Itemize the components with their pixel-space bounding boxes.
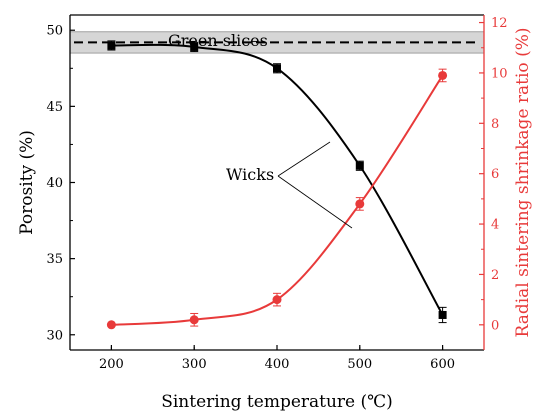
series-layer (106, 40, 448, 330)
series-0-point (438, 310, 447, 319)
y-left-tick-label: 40 (46, 176, 63, 191)
y-right-tick-label: 12 (491, 16, 508, 31)
series-0-line (111, 43, 444, 316)
y-left-tick-label: 50 (46, 24, 63, 39)
y-right-tick-label: 2 (491, 268, 499, 283)
series-1-point (355, 199, 365, 209)
reference-band-layer (69, 31, 485, 54)
y-left-tick-label: 35 (46, 252, 63, 267)
x-tick-label: 200 (99, 357, 124, 372)
series-0-point (273, 64, 281, 73)
y-right-tick-label: 6 (491, 167, 499, 182)
y-right-tick-label: 10 (491, 66, 508, 81)
y-right-tick-label: 8 (491, 117, 499, 132)
wicks-annotation: Wicks (226, 165, 274, 184)
x-axis-title: Sintering temperature (℃) (161, 392, 393, 412)
reference-label: Green slices (168, 31, 268, 50)
series-1-line (111, 74, 444, 326)
series-0-point (190, 42, 199, 51)
x-tick-label: 300 (182, 357, 207, 372)
wicks-pointer-red (277, 175, 353, 229)
y-right-tick-label: 0 (491, 318, 499, 333)
wicks-pointer-black (277, 141, 331, 177)
series-1-point (189, 315, 199, 325)
series-0-point (355, 161, 364, 170)
series-0-point (107, 41, 116, 50)
series-1-point (106, 320, 116, 330)
x-tick-label: 600 (430, 357, 455, 372)
y-axis-right-title: Radial sintering shrinkage ratio (%) (513, 28, 533, 338)
y-right-tick-label: 4 (491, 218, 499, 233)
x-tick-label: 400 (265, 357, 290, 372)
x-tick-label: 500 (347, 357, 372, 372)
y-axis-left-title: Porosity (%) (17, 130, 37, 235)
series-1-point (438, 70, 448, 80)
y-left-tick-label: 45 (46, 100, 63, 115)
y-left-tick-label: 30 (46, 328, 63, 343)
series-1-point (272, 295, 282, 305)
